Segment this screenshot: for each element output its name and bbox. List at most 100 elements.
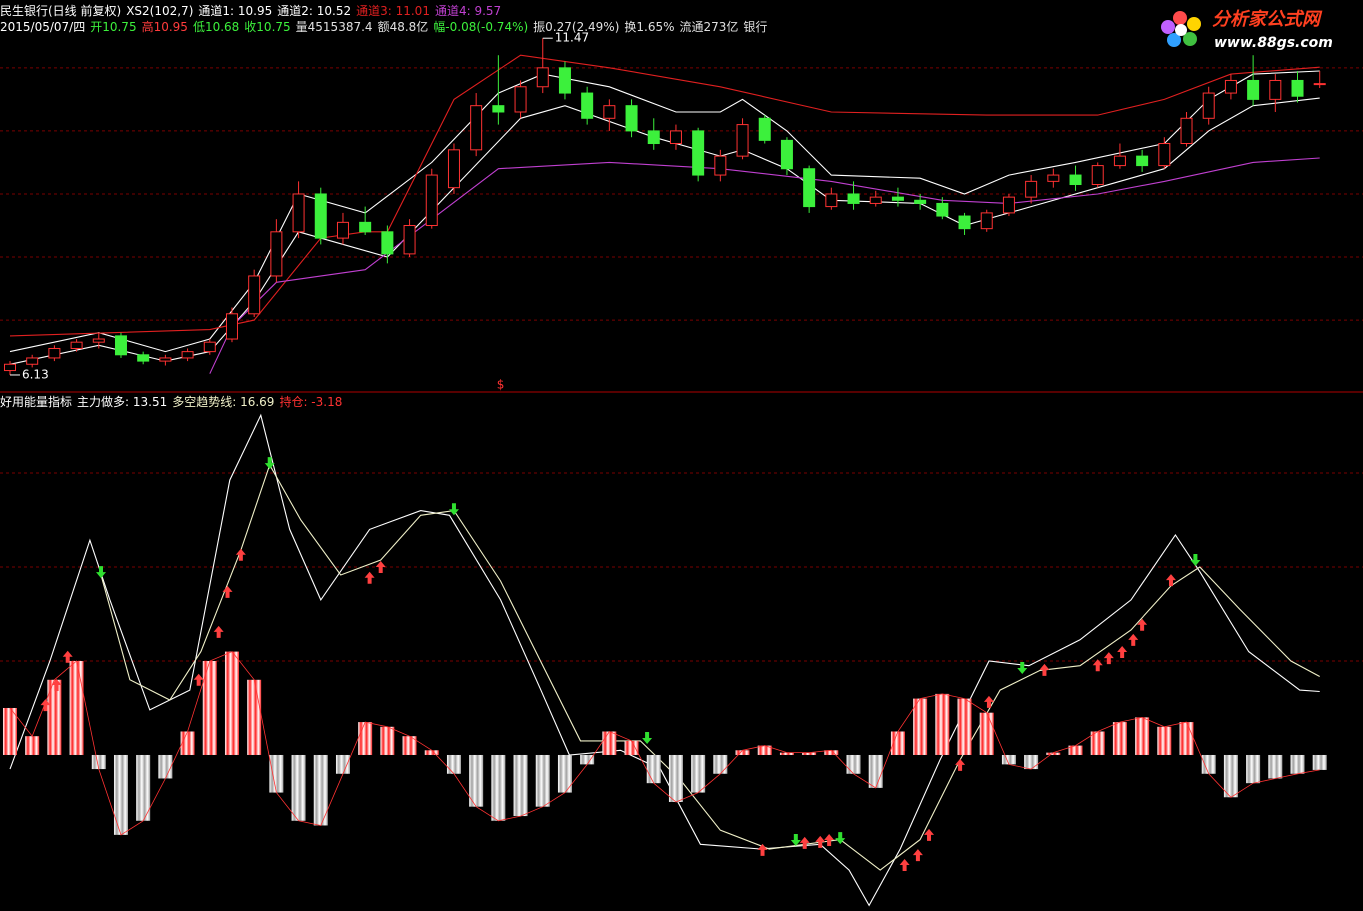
candle-body: [1091, 165, 1104, 186]
candle-body: [314, 193, 327, 239]
histogram-outline: [9, 651, 1320, 836]
histogram-bar: [47, 679, 62, 755]
histogram-bar: [513, 754, 528, 817]
candle-body: [891, 196, 904, 201]
buy-arrow: [62, 650, 73, 663]
candle-body: [825, 193, 838, 208]
indicator-line: [100, 463, 1320, 871]
candle-body: [26, 357, 39, 365]
candle-body: [248, 275, 261, 315]
candle-body: [647, 130, 660, 145]
histogram-bar: [957, 698, 972, 755]
candle-body: [492, 105, 505, 113]
buy-arrow: [1039, 663, 1050, 676]
signal-mark: $: [497, 378, 505, 392]
buy-arrow: [222, 585, 233, 598]
buy-arrow: [1103, 652, 1114, 665]
header-item: 主力做多: 13.51: [77, 394, 167, 409]
histogram-bar: [779, 752, 794, 755]
header-item: 2015/05/07/四: [0, 20, 85, 34]
histogram-bar: [1068, 745, 1083, 755]
candle-body: [1224, 79, 1237, 94]
candle-body: [625, 105, 638, 132]
candle-body: [980, 212, 993, 230]
watermark-url: www.88gs.com: [1214, 35, 1333, 51]
sell-arrow: [642, 732, 653, 745]
histogram-bar: [91, 754, 106, 770]
buy-arrow: [1137, 618, 1148, 631]
candle-body: [1269, 79, 1282, 100]
histogram-bar: [802, 752, 817, 755]
histogram-bar: [1135, 717, 1150, 755]
buy-arrow: [193, 673, 204, 686]
histogram-bar: [1024, 754, 1039, 770]
histogram-bar: [1201, 754, 1216, 774]
candle-body: [1002, 196, 1015, 214]
histogram-bar: [1090, 731, 1105, 755]
sell-arrow: [448, 503, 459, 516]
candle-body: [336, 221, 349, 239]
header-item: 幅-0.08(-0.74%): [433, 19, 528, 34]
histogram-bar: [335, 754, 350, 774]
header-item: 流通273亿: [680, 19, 739, 34]
annotation: 11.47: [555, 31, 589, 45]
candle-body: [914, 199, 927, 204]
histogram-bar: [757, 745, 772, 755]
candle-body: [92, 338, 105, 343]
histogram-bar: [846, 754, 861, 774]
channel-line: [209, 157, 1320, 374]
logo-petal: [1161, 20, 1175, 34]
candle-body: [181, 351, 194, 359]
candle-body: [1069, 174, 1082, 186]
buy-arrow: [824, 834, 835, 847]
buy-arrow: [757, 843, 768, 856]
histogram-bar: [1179, 722, 1194, 755]
candle-body: [1247, 79, 1260, 100]
candle-body: [70, 341, 83, 349]
header-item: 银行: [743, 20, 767, 34]
histogram-bar: [1268, 754, 1283, 779]
sell-arrow: [96, 566, 107, 579]
candle-body: [1025, 180, 1038, 198]
histogram-bar: [269, 754, 284, 793]
candle-body: [669, 130, 682, 145]
histogram-bar: [402, 736, 417, 755]
watermark: 分析家公式网 www.88gs.com: [1161, 9, 1333, 51]
header-item: 开10.75: [90, 20, 136, 34]
candle-body: [159, 357, 172, 362]
histogram-bar: [868, 754, 883, 788]
candle-body: [137, 354, 150, 362]
candle-body: [114, 335, 127, 356]
candle-body: [803, 168, 816, 208]
candle-body: [203, 341, 216, 353]
candle-body: [381, 231, 394, 255]
sell-arrow: [1190, 553, 1201, 566]
header-item: XS2(102,7): [126, 4, 193, 18]
header-item: 收10.75: [244, 20, 290, 34]
histogram-bar: [25, 736, 40, 755]
histogram-bar: [580, 754, 595, 765]
histogram-bar: [113, 754, 128, 835]
candle-body: [581, 92, 594, 119]
candle-body: [1158, 143, 1171, 167]
logo-petal: [1187, 17, 1201, 31]
histogram-bar: [1046, 752, 1061, 755]
candle-body: [558, 67, 571, 94]
candle-body: [1291, 79, 1304, 97]
buy-arrow: [1092, 659, 1103, 672]
histogram-bar: [291, 754, 306, 821]
histogram-bar: [224, 651, 239, 755]
buy-arrow: [1117, 646, 1128, 659]
header-item: 低10.68: [193, 20, 239, 34]
candle-body: [869, 196, 882, 204]
buy-arrow: [40, 699, 51, 712]
buy-arrow: [51, 678, 62, 691]
logo-center: [1175, 24, 1187, 36]
buy-arrow: [983, 695, 994, 708]
histogram-bar: [1001, 754, 1016, 765]
candle-body: [1113, 155, 1126, 167]
quote-bar: 2015/05/07/四 开10.75 高10.95 低10.68 收10.75 量451…: [0, 19, 767, 34]
sell-arrow: [790, 834, 801, 847]
